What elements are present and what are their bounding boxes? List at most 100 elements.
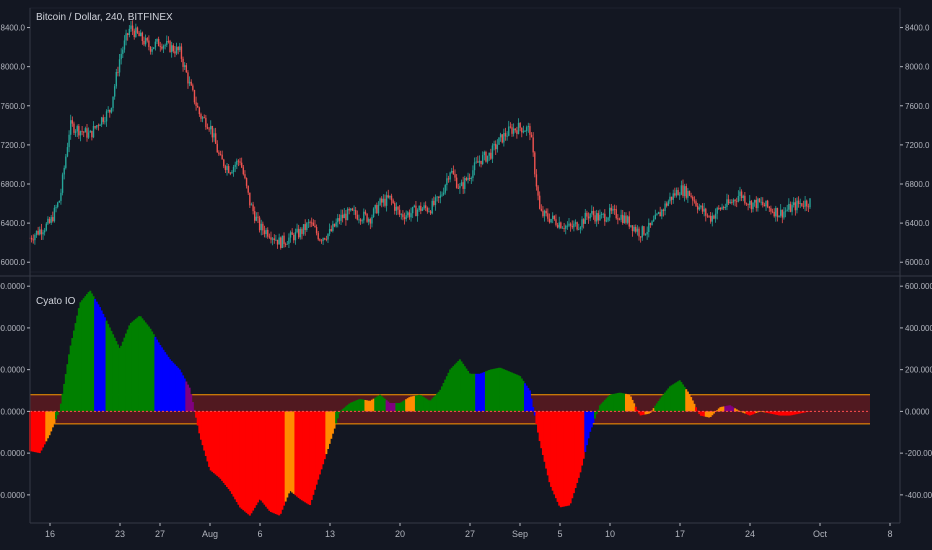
histogram-bar: [226, 411, 229, 487]
candle-body: [195, 102, 197, 106]
histogram-bar: [398, 403, 401, 412]
candle-body: [203, 117, 205, 119]
histogram-bar: [501, 368, 504, 412]
candle-body: [750, 200, 753, 210]
candle-body: [784, 210, 787, 212]
histogram-bar: [164, 352, 167, 412]
candle-body: [778, 215, 780, 218]
histogram-bar: [571, 411, 574, 499]
histogram-bar: [393, 403, 396, 412]
candle-body: [136, 27, 139, 33]
candle-body: [407, 212, 409, 216]
histogram-bar: [690, 397, 693, 412]
candle-body: [140, 32, 142, 37]
histogram-bar: [778, 411, 781, 416]
candle-body: [307, 222, 310, 224]
candle-body: [771, 211, 774, 213]
histogram-bar: [266, 411, 269, 509]
histogram-bar: [792, 411, 795, 415]
candle-body: [400, 214, 402, 216]
histogram-bar: [638, 411, 641, 414]
candle-body: [113, 86, 116, 97]
candle-body: [503, 133, 505, 143]
candle-body: [231, 171, 233, 174]
candle-body: [587, 216, 590, 219]
histogram-bar: [633, 403, 636, 412]
candle-body: [550, 218, 552, 223]
candle-body: [324, 238, 326, 240]
x-tick-label: 17: [675, 529, 685, 539]
candle-body: [350, 208, 352, 211]
histogram-bar: [170, 360, 173, 412]
histogram-bar: [312, 411, 315, 495]
candle-body: [149, 46, 152, 52]
histogram-bar: [357, 399, 360, 412]
histogram-bar: [247, 411, 250, 515]
candle-body: [623, 215, 626, 224]
histogram-bar: [607, 396, 610, 412]
candle-body: [722, 207, 725, 209]
candle-body: [698, 207, 700, 210]
histogram-bar: [639, 411, 642, 416]
candle-body: [394, 203, 396, 211]
histogram-bar: [105, 320, 108, 412]
histogram-bar: [239, 411, 242, 508]
candle-body: [164, 44, 166, 46]
histogram-bar: [527, 388, 530, 412]
histogram-bar: [572, 411, 575, 494]
histogram-bar: [94, 298, 97, 412]
candle-body: [322, 238, 324, 241]
histogram-bar: [488, 369, 491, 412]
histogram-bar: [156, 339, 159, 412]
histogram-bar: [791, 411, 794, 416]
candle-body: [701, 205, 704, 212]
candle-body: [157, 38, 160, 47]
candle-body: [83, 131, 85, 133]
histogram-bar: [340, 410, 343, 412]
histogram-bar: [209, 411, 212, 471]
histogram-bar: [219, 411, 222, 479]
histogram-bar: [585, 411, 588, 446]
candle-body: [120, 53, 122, 60]
candle-body: [486, 155, 489, 162]
candle-body: [706, 215, 709, 217]
candle-body: [524, 131, 526, 132]
histogram-bar: [794, 411, 797, 415]
histogram-bar: [436, 393, 439, 412]
candle-body: [495, 143, 497, 150]
candle-body: [639, 236, 642, 238]
candle-body: [273, 238, 275, 241]
candle-body: [296, 228, 298, 233]
histogram-bar: [553, 411, 556, 495]
histogram-bar: [515, 374, 518, 412]
price-tick-label: 6800.0: [1, 180, 26, 189]
histogram-bar: [678, 380, 681, 412]
candle-body: [348, 208, 350, 211]
histogram-bar: [429, 400, 432, 412]
histogram-bar: [655, 403, 658, 412]
histogram-bar: [603, 400, 606, 412]
candle-body: [418, 205, 420, 210]
histogram-bar: [69, 345, 72, 412]
histogram-bar: [263, 411, 266, 505]
histogram-bar: [172, 362, 175, 412]
price-tick-label: 7200.0: [1, 141, 26, 150]
candle-body: [506, 135, 508, 137]
candle-body: [268, 236, 271, 238]
candle-body: [578, 228, 580, 230]
histogram-bar: [144, 322, 147, 412]
histogram-bar: [55, 411, 58, 420]
histogram-bar: [597, 409, 600, 412]
histogram-bar: [642, 411, 645, 415]
candle-body: [327, 233, 329, 240]
histogram-bar: [538, 411, 541, 442]
histogram-bar: [440, 386, 443, 412]
histogram-bar: [99, 307, 102, 412]
histogram-bar: [507, 371, 510, 412]
candle-body: [200, 114, 202, 119]
histogram-bar: [673, 383, 676, 412]
candle-body: [459, 185, 461, 189]
candle-body: [201, 117, 204, 119]
histogram-bar: [463, 366, 466, 412]
candle-body: [446, 178, 448, 186]
